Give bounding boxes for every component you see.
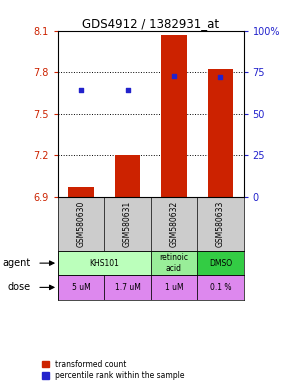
Bar: [58, 251, 151, 275]
Bar: [58, 275, 104, 300]
Bar: [151, 251, 197, 275]
Bar: [68, 187, 94, 197]
Text: dose: dose: [7, 282, 30, 292]
Text: 1 uM: 1 uM: [165, 283, 183, 292]
Bar: [197, 251, 244, 275]
Text: GSM580630: GSM580630: [77, 201, 86, 247]
Bar: [115, 155, 140, 197]
Bar: [151, 275, 197, 300]
Text: DMSO: DMSO: [209, 259, 232, 268]
Point: [125, 88, 130, 94]
Text: GSM580632: GSM580632: [169, 201, 179, 247]
Text: 1.7 uM: 1.7 uM: [115, 283, 141, 292]
Point: [79, 88, 84, 94]
Bar: [104, 275, 151, 300]
Bar: [197, 275, 244, 300]
Text: agent: agent: [2, 258, 30, 268]
Text: 5 uM: 5 uM: [72, 283, 90, 292]
Bar: [161, 35, 187, 197]
Text: GSM580633: GSM580633: [216, 201, 225, 247]
Legend: transformed count, percentile rank within the sample: transformed count, percentile rank withi…: [41, 360, 185, 380]
Title: GDS4912 / 1382931_at: GDS4912 / 1382931_at: [82, 17, 219, 30]
Point: [172, 73, 176, 79]
Bar: [208, 70, 233, 197]
Text: retinoic
acid: retinoic acid: [160, 253, 188, 273]
Text: KHS101: KHS101: [89, 259, 119, 268]
Point: [218, 74, 223, 80]
Text: GSM580631: GSM580631: [123, 201, 132, 247]
Text: 0.1 %: 0.1 %: [210, 283, 231, 292]
